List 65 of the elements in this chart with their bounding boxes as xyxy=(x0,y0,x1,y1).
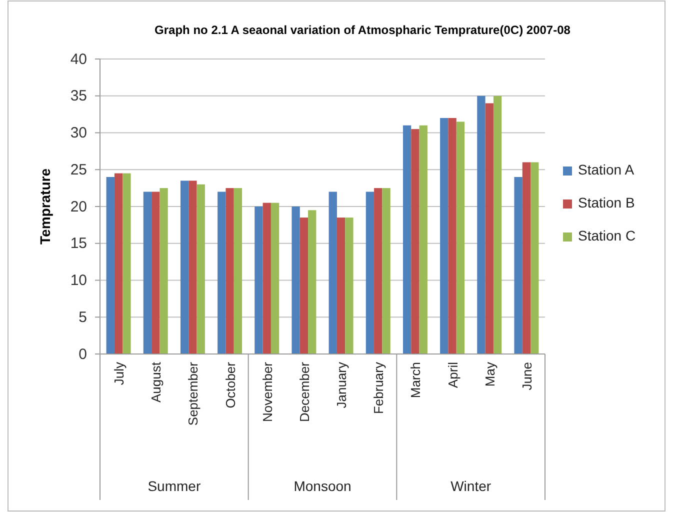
bar xyxy=(196,184,205,354)
bar xyxy=(328,192,337,354)
bar xyxy=(106,177,114,354)
y-tick-label: 30 xyxy=(70,124,87,142)
chart-title: Graph no 2.1 A seaonal variation of Atmospharic Temprature(0C) 2007-08 xyxy=(154,23,571,37)
bar xyxy=(345,218,354,354)
bar xyxy=(440,118,448,354)
bar xyxy=(114,173,123,354)
bar xyxy=(336,218,346,354)
bar xyxy=(477,96,486,354)
bar xyxy=(160,188,168,354)
y-tick-label: 10 xyxy=(70,272,87,290)
y-tick-label: 25 xyxy=(70,161,87,178)
y-tick-label: 20 xyxy=(70,198,87,216)
y-axis-title: Temprature xyxy=(37,168,53,244)
bar xyxy=(234,188,242,354)
bar xyxy=(530,162,539,354)
legend-label: Station B xyxy=(578,194,635,210)
bar xyxy=(411,129,420,354)
bar xyxy=(143,192,152,354)
x-tick-label: October xyxy=(222,361,238,408)
bar xyxy=(485,103,494,354)
bar xyxy=(254,206,263,354)
bar xyxy=(122,173,131,354)
legend-label: Station C xyxy=(578,228,636,244)
legend-label: Station A xyxy=(578,162,635,178)
x-tick-label: December xyxy=(296,361,312,422)
x-tick-label: July xyxy=(112,362,127,386)
y-tick-label: 40 xyxy=(70,50,87,68)
text: Winter xyxy=(450,478,492,494)
bar xyxy=(180,180,189,354)
bar xyxy=(218,192,226,354)
y-tick-label: 15 xyxy=(70,235,87,252)
y-tick-label: 5 xyxy=(78,308,87,326)
x-tick-label: September xyxy=(186,361,201,426)
bar xyxy=(262,202,271,354)
bar xyxy=(448,118,456,354)
bar xyxy=(402,125,412,354)
x-tick-label: February xyxy=(371,362,386,414)
x-tick-label: August xyxy=(148,362,164,402)
bar xyxy=(374,188,382,354)
bar xyxy=(419,125,428,354)
x-tick-label: March xyxy=(408,362,424,398)
y-tick-label: 0 xyxy=(78,346,87,363)
y-tick-label: 35 xyxy=(70,88,87,105)
x-tick-label: November xyxy=(260,361,275,422)
x-tick-label: April xyxy=(445,362,460,388)
text: Summer xyxy=(148,478,201,494)
bar xyxy=(152,192,160,354)
bar xyxy=(493,96,502,354)
bar xyxy=(382,188,390,354)
bar xyxy=(514,177,522,354)
bar xyxy=(300,218,308,354)
bar xyxy=(308,210,316,354)
bar xyxy=(456,122,465,354)
bar xyxy=(522,162,531,354)
x-tick-label: May xyxy=(482,362,498,387)
text: Monsoon xyxy=(294,478,352,494)
bar xyxy=(188,180,197,354)
bar xyxy=(270,202,280,354)
x-tick-label: June xyxy=(519,362,534,390)
bar xyxy=(292,206,300,354)
bar xyxy=(366,192,374,354)
x-tick-label: January xyxy=(334,362,350,408)
bar xyxy=(226,188,234,354)
